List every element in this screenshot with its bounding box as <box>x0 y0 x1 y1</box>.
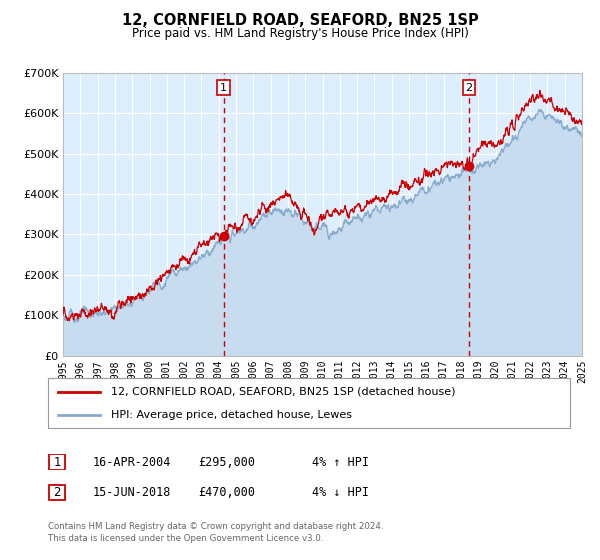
Text: 4% ↑ HPI: 4% ↑ HPI <box>312 455 369 469</box>
Text: 1: 1 <box>220 83 227 93</box>
Text: 4% ↓ HPI: 4% ↓ HPI <box>312 486 369 500</box>
Text: 2: 2 <box>53 486 61 500</box>
Text: 15-JUN-2018: 15-JUN-2018 <box>93 486 172 500</box>
Text: 12, CORNFIELD ROAD, SEAFORD, BN25 1SP (detached house): 12, CORNFIELD ROAD, SEAFORD, BN25 1SP (d… <box>110 386 455 396</box>
FancyBboxPatch shape <box>48 378 570 428</box>
FancyBboxPatch shape <box>49 455 65 469</box>
Text: 12, CORNFIELD ROAD, SEAFORD, BN25 1SP: 12, CORNFIELD ROAD, SEAFORD, BN25 1SP <box>122 13 478 28</box>
Text: £470,000: £470,000 <box>198 486 255 500</box>
Text: This data is licensed under the Open Government Licence v3.0.: This data is licensed under the Open Gov… <box>48 534 323 543</box>
Text: HPI: Average price, detached house, Lewes: HPI: Average price, detached house, Lewe… <box>110 410 352 420</box>
Text: 2: 2 <box>465 83 472 93</box>
FancyBboxPatch shape <box>49 485 65 501</box>
Text: Contains HM Land Registry data © Crown copyright and database right 2024.: Contains HM Land Registry data © Crown c… <box>48 522 383 531</box>
Text: £295,000: £295,000 <box>198 455 255 469</box>
Text: 16-APR-2004: 16-APR-2004 <box>93 455 172 469</box>
Text: 1: 1 <box>53 455 61 469</box>
Text: Price paid vs. HM Land Registry's House Price Index (HPI): Price paid vs. HM Land Registry's House … <box>131 27 469 40</box>
